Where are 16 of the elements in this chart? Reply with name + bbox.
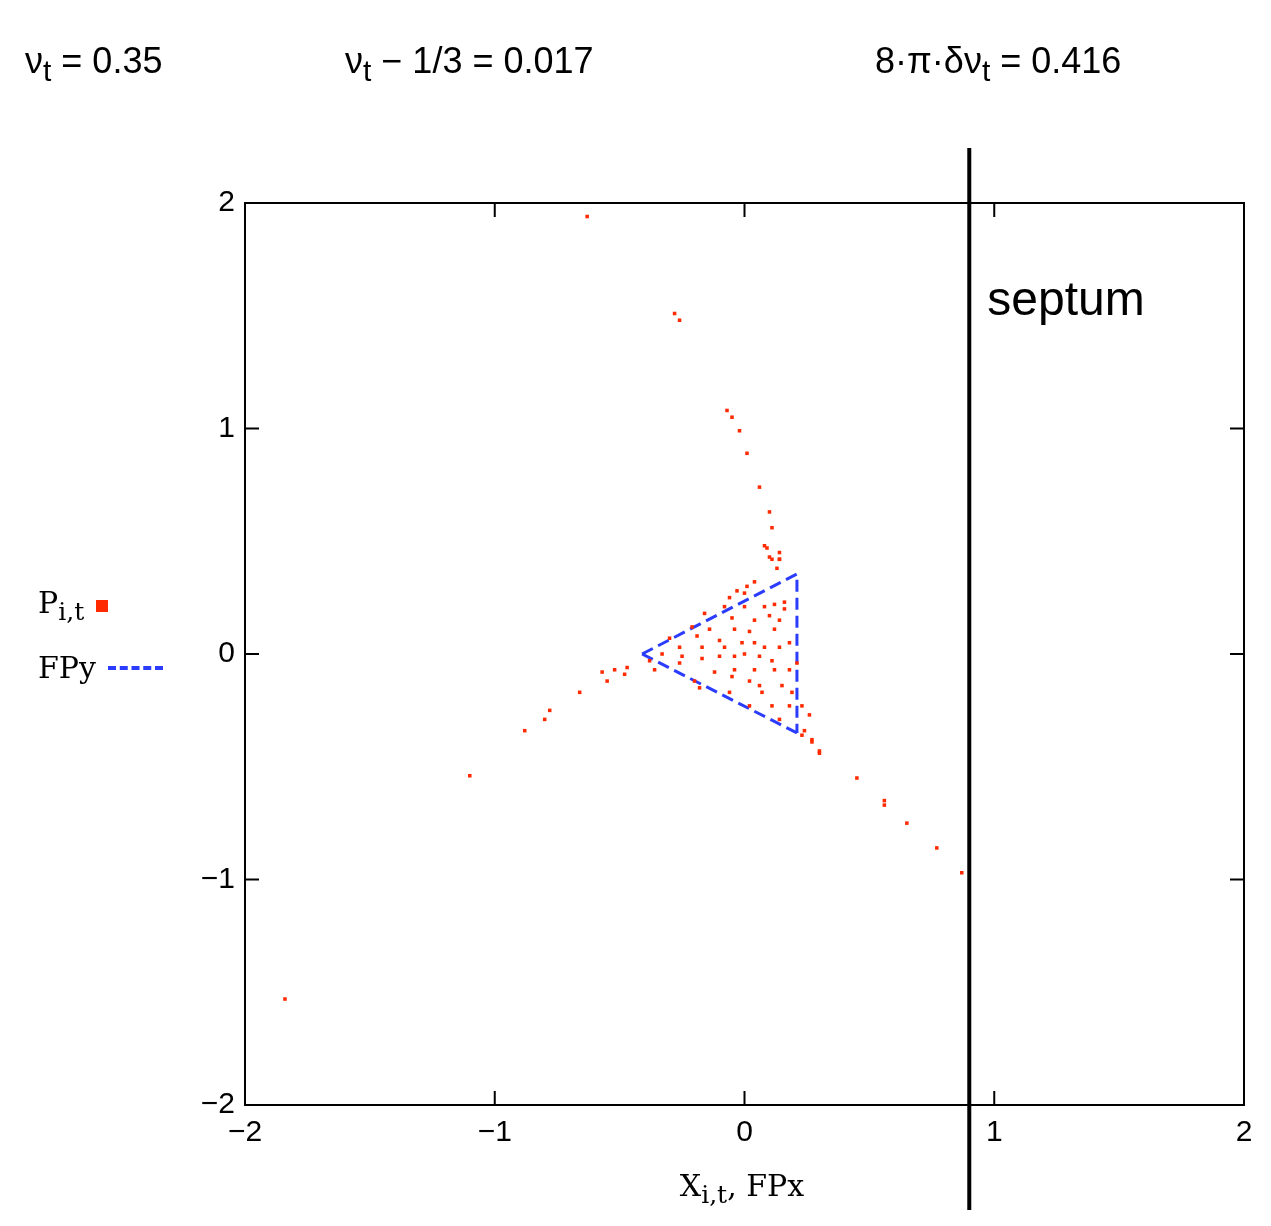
- y-tick-label: −2: [200, 1086, 235, 1120]
- x-tick-label: 2: [1235, 1114, 1253, 1148]
- y-tick-label: 2: [218, 184, 235, 218]
- y-tick-label: 0: [218, 635, 235, 669]
- x-tick-label: 1: [985, 1114, 1003, 1148]
- text: ν$_{t}$ − 1/3 = 0.017: [345, 40, 594, 89]
- y-tick-label: −1: [200, 860, 235, 894]
- ref-line-label: septum: [987, 272, 1145, 326]
- x-axis-title: X$_{i,t}$, FPx: [679, 1168, 805, 1209]
- text: ν$_{t}$ = 0.35: [25, 40, 163, 89]
- text: 8·π·δν$_{t}$ = 0.416: [875, 40, 1122, 89]
- legend-label: P$_{i,t}$: [38, 585, 85, 626]
- x-tick-label: 0: [736, 1114, 753, 1148]
- x-tick-label: −1: [477, 1114, 512, 1148]
- y-tick-label: 1: [218, 409, 235, 443]
- legend-label: FPy: [38, 650, 96, 685]
